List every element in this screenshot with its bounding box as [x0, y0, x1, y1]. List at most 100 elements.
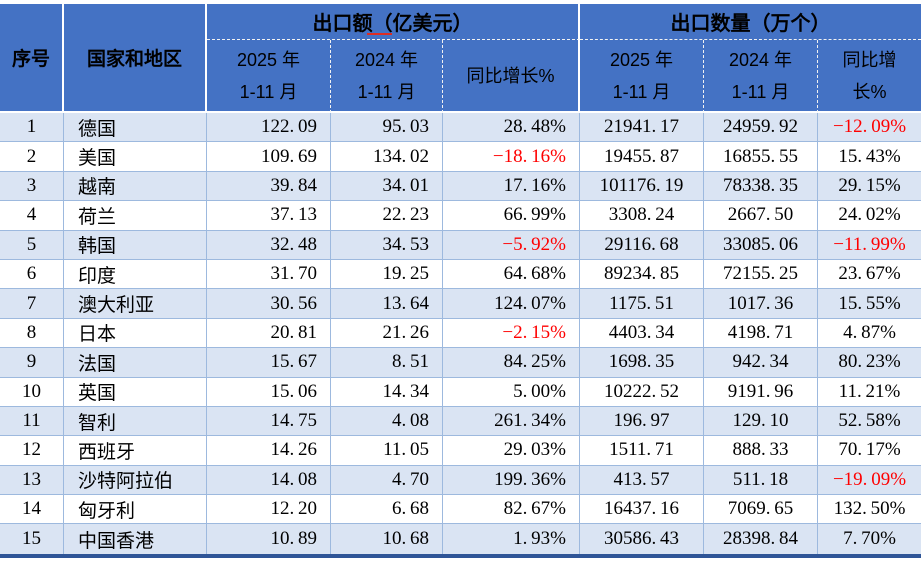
cell-export-quantity-2024: 2667. 50 — [704, 201, 818, 231]
cell-export-value-growth: 1. 93% — [443, 524, 580, 554]
cell-export-quantity-growth: −19. 09% — [818, 465, 921, 496]
table-row: 15 中国香港 10. 89 10. 68 1. 93% 30586. 43 2… — [0, 524, 921, 554]
cell-export-value-2024: 4. 08 — [331, 406, 443, 437]
cell-export-quantity-growth: 29. 15% — [818, 171, 921, 202]
cell-export-value-2024: 19. 25 — [331, 259, 443, 290]
cell-export-quantity-2024: 888. 33 — [704, 436, 818, 466]
table-row: 12 西班牙 14. 26 11. 05 29. 03% 1511. 71 88… — [0, 436, 921, 466]
table-row: 6 印度 31. 70 19. 25 64. 68% 89234. 85 721… — [0, 259, 921, 290]
cell-export-quantity-growth: 11. 21% — [818, 377, 921, 407]
cell-export-value-2024: 22. 23 — [331, 201, 443, 231]
header-country: 国家和地区 — [64, 4, 207, 113]
cell-export-value-2025: 37. 13 — [207, 201, 331, 231]
cell-export-value-2024: 34. 53 — [331, 230, 443, 260]
cell-export-value-2025: 109. 69 — [207, 142, 331, 172]
cell-export-quantity-2025: 1175. 51 — [580, 289, 704, 319]
cell-country: 法国 — [64, 348, 207, 378]
cell-export-value-2025: 32. 48 — [207, 230, 331, 260]
cell-export-value-growth: −2. 15% — [443, 318, 580, 349]
cell-export-quantity-2024: 4198. 71 — [704, 318, 818, 349]
table-row: 8 日本 20. 81 21. 26 −2. 15% 4403. 34 4198… — [0, 318, 921, 349]
cell-export-quantity-growth: 132. 50% — [818, 495, 921, 525]
cell-export-quantity-2024: 33085. 06 — [704, 230, 818, 260]
table-row: 9 法国 15. 67 8. 51 84. 25% 1698. 35 942. … — [0, 348, 921, 378]
cell-export-quantity-2025: 19455. 87 — [580, 142, 704, 172]
cell-export-value-2025: 14. 75 — [207, 406, 331, 437]
cell-export-value-growth: −5. 92% — [443, 230, 580, 260]
cell-export-value-2025: 39. 84 — [207, 171, 331, 202]
header-group-export-value-label: 出口额（亿美元） — [312, 13, 473, 35]
cell-export-quantity-2024: 72155. 25 — [704, 259, 818, 290]
cell-country: 西班牙 — [64, 436, 207, 466]
cell-serial: 15 — [0, 524, 64, 554]
cell-export-value-growth: 5. 00% — [443, 377, 580, 407]
cell-export-value-2025: 15. 06 — [207, 377, 331, 407]
header-export-quantity-2024: 2024 年 1-11 月 — [704, 40, 818, 113]
cell-export-quantity-2024: 129. 10 — [704, 406, 818, 437]
cell-export-quantity-growth: 70. 17% — [818, 436, 921, 466]
cell-export-quantity-growth: 15. 43% — [818, 142, 921, 172]
cell-export-quantity-2025: 4403. 34 — [580, 318, 704, 349]
cell-export-value-2024: 14. 34 — [331, 377, 443, 407]
cell-country: 越南 — [64, 171, 207, 202]
cell-export-value-2025: 15. 67 — [207, 348, 331, 378]
cell-country: 中国香港 — [64, 524, 207, 554]
cell-export-value-2024: 34. 01 — [331, 171, 443, 202]
cell-serial: 13 — [0, 465, 64, 496]
cell-country: 美国 — [64, 142, 207, 172]
cell-export-value-2024: 10. 68 — [331, 524, 443, 554]
cell-serial: 5 — [0, 230, 64, 260]
table-row: 1 德国 122. 09 95. 03 28. 48% 21941. 17 24… — [0, 113, 921, 143]
cell-export-quantity-2025: 21941. 17 — [580, 113, 704, 143]
cell-country: 德国 — [64, 113, 207, 143]
cell-serial: 3 — [0, 171, 64, 202]
cell-export-quantity-2025: 1511. 71 — [580, 436, 704, 466]
table-row: 10 英国 15. 06 14. 34 5. 00% 10222. 52 919… — [0, 377, 921, 407]
cell-export-quantity-2024: 24959. 92 — [704, 113, 818, 143]
cell-export-quantity-2024: 16855. 55 — [704, 142, 818, 172]
cell-export-quantity-2024: 9191. 96 — [704, 377, 818, 407]
table-row: 3 越南 39. 84 34. 01 17. 16% 101176. 19 78… — [0, 171, 921, 202]
cell-export-value-2025: 30. 56 — [207, 289, 331, 319]
cell-serial: 2 — [0, 142, 64, 172]
cell-export-value-2024: 11. 05 — [331, 436, 443, 466]
table-header: 序号 国家和地区 出口额（亿美元） 出口数量（万个） 2025 年 1-11 月… — [0, 4, 921, 113]
cell-country: 匈牙利 — [64, 495, 207, 525]
cell-export-quantity-growth: −12. 09% — [818, 113, 921, 143]
cell-serial: 12 — [0, 436, 64, 466]
cell-export-quantity-2025: 29116. 68 — [580, 230, 704, 260]
cell-export-quantity-growth: 23. 67% — [818, 259, 921, 290]
cell-export-quantity-2025: 89234. 85 — [580, 259, 704, 290]
header-export-value-2024: 2024 年 1-11 月 — [331, 40, 443, 113]
cell-serial: 10 — [0, 377, 64, 407]
export-table: 序号 国家和地区 出口额（亿美元） 出口数量（万个） 2025 年 1-11 月… — [0, 4, 921, 558]
cell-export-value-growth: 261. 34% — [443, 406, 580, 437]
cell-export-value-2025: 10. 89 — [207, 524, 331, 554]
header-serial: 序号 — [0, 4, 64, 113]
cell-export-value-growth: 82. 67% — [443, 495, 580, 525]
cell-serial: 9 — [0, 348, 64, 378]
cell-export-value-2024: 95. 03 — [331, 113, 443, 143]
cell-serial: 1 — [0, 113, 64, 143]
cell-serial: 7 — [0, 289, 64, 319]
cell-serial: 8 — [0, 318, 64, 349]
cell-country: 英国 — [64, 377, 207, 407]
cell-export-value-2025: 122. 09 — [207, 113, 331, 143]
cell-export-quantity-2025: 196. 97 — [580, 406, 704, 437]
header-group-export-quantity-label: 出口数量（万个） — [670, 13, 831, 35]
cell-serial: 14 — [0, 495, 64, 525]
cell-export-quantity-2024: 1017. 36 — [704, 289, 818, 319]
cell-export-quantity-2024: 7069. 65 — [704, 495, 818, 525]
table-row: 14 匈牙利 12. 20 6. 68 82. 67% 16437. 16 70… — [0, 495, 921, 525]
cell-serial: 4 — [0, 201, 64, 231]
cell-export-quantity-2024: 942. 34 — [704, 348, 818, 378]
cell-country: 印度 — [64, 259, 207, 290]
cell-export-value-growth: 124. 07% — [443, 289, 580, 319]
cell-export-value-growth: 64. 68% — [443, 259, 580, 290]
cell-country: 澳大利亚 — [64, 289, 207, 319]
cell-export-quantity-2025: 10222. 52 — [580, 377, 704, 407]
cell-export-quantity-growth: 7. 70% — [818, 524, 921, 554]
header-group-export-value: 出口额（亿美元） — [207, 4, 580, 40]
table-row: 2 美国 109. 69 134. 02 −18. 16% 19455. 87 … — [0, 142, 921, 172]
